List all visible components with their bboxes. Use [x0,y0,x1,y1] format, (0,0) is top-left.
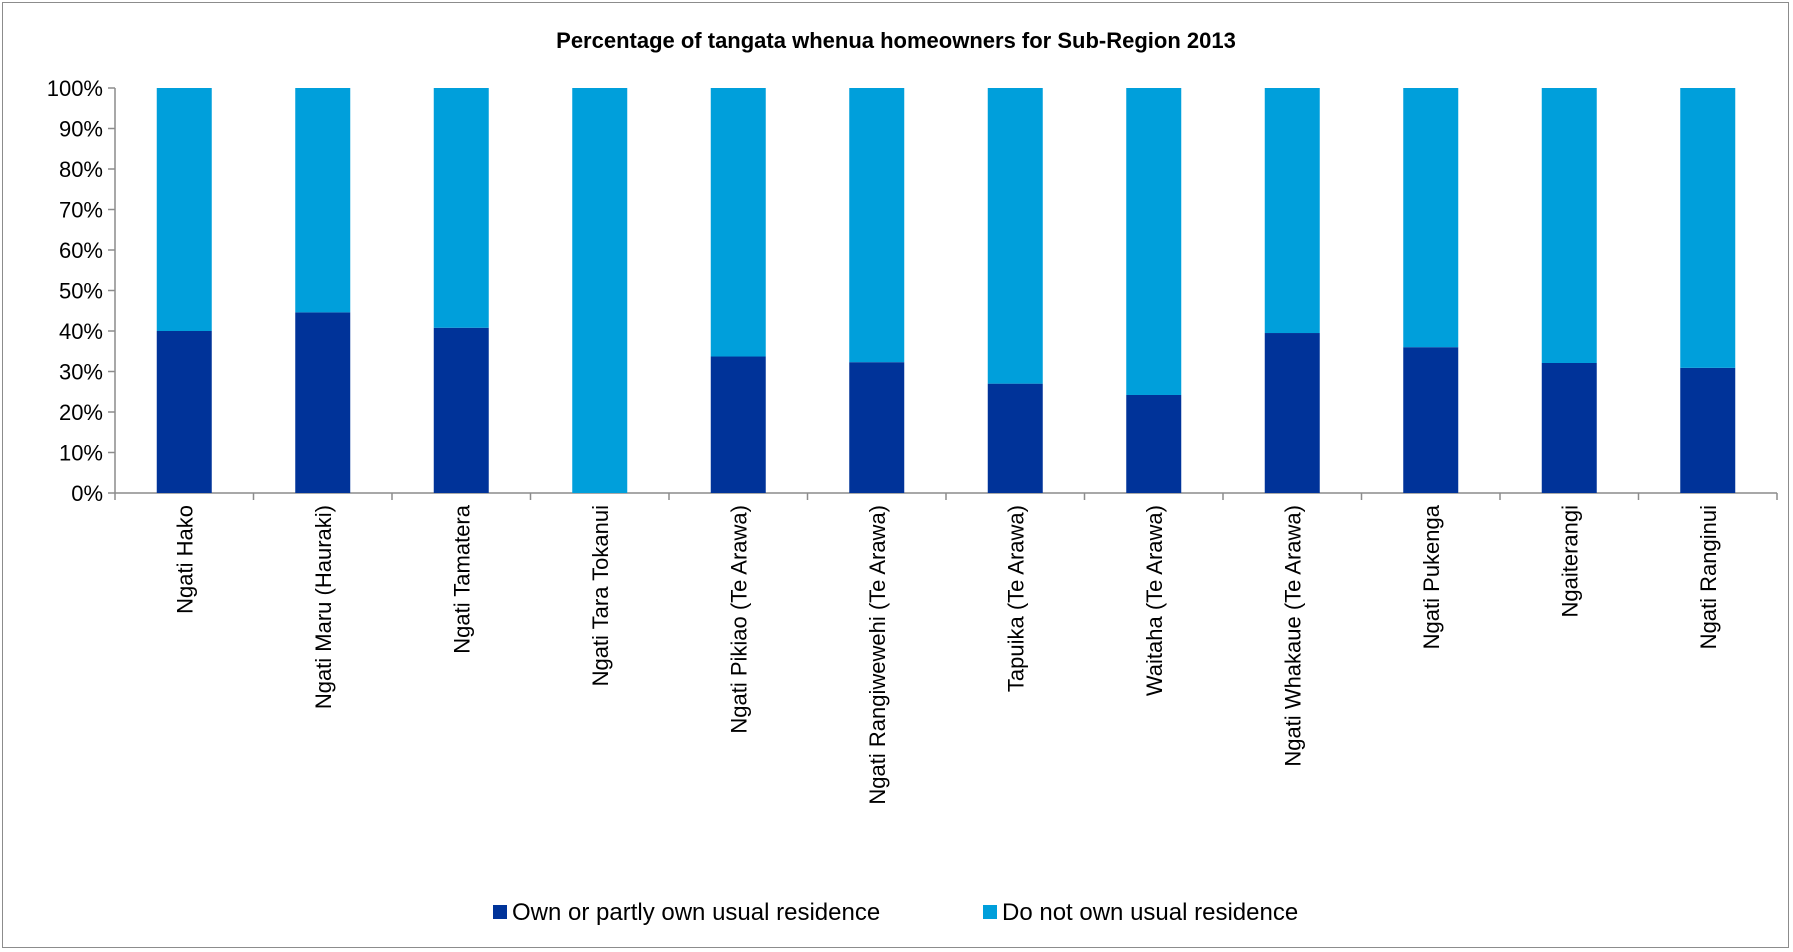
legend-label: Own or partly own usual residence [512,899,880,926]
bar-not-own [433,88,489,328]
x-category-label: Waitaha (Te Arawa) [1142,505,1167,696]
y-tick-label: 80% [59,157,103,182]
bar-not-own [295,88,351,313]
bar-own [1126,394,1182,493]
legend: Own or partly own usual residence Do not … [493,899,1298,926]
bar-own [433,327,489,493]
y-tick-label: 40% [59,319,103,344]
x-category-label: Ngati Ranginui [1696,505,1721,649]
bar-not-own [572,88,628,493]
bar-not-own [987,88,1043,384]
y-tick-label: 50% [59,279,103,304]
y-tick-label: 70% [59,198,103,223]
y-tick-label: 20% [59,400,103,425]
x-category-label: Ngati Tamatera [449,504,474,654]
x-axis [114,492,1778,500]
x-category-label: Ngati Hako [172,505,197,614]
bar-not-own [1680,88,1736,368]
bar-own [710,356,766,493]
bar-not-own [1403,88,1459,348]
bar-own [1541,362,1597,493]
legend-label: Do not own usual residence [1002,899,1298,926]
bar-own [156,331,212,493]
bar-not-own [156,88,212,331]
bar-not-own [849,88,905,363]
x-category-label: Ngati Maru (Hauraki) [311,505,336,709]
bar-own [1264,333,1320,493]
y-tick-label: 10% [59,441,103,466]
bar-own [987,383,1043,493]
bars [156,88,1736,493]
chart-title: Percentage of tangata whenua homeowners … [556,28,1236,53]
bar-not-own [1264,88,1320,334]
y-tick-label: 0% [71,481,103,506]
y-axis: 0% 10% 20% 30% 40% 50% 60% 70% 80% 90% 100% [47,76,116,506]
legend-swatch [493,905,507,919]
y-tick-label: 100% [47,76,103,101]
legend-swatch [983,905,997,919]
x-category-label: Tapuika (Te Arawa) [1003,505,1028,692]
bar-own [1680,367,1736,493]
x-category-label: Ngaiterangi [1557,505,1582,618]
bar-own [295,312,351,493]
x-category-label: Ngati Rangiwewehi (Te Arawa) [865,505,890,805]
bar-not-own [1126,88,1182,395]
category-labels: Ngati Hako Ngati Maru (Hauraki) Ngati Tama… [172,504,1721,804]
y-tick-label: 90% [59,117,103,142]
x-category-label: Ngati Tara Tokanui [588,505,613,686]
bar-not-own [710,88,766,357]
x-category-label: Ngati Pikiao (Te Arawa) [726,505,751,734]
bar-own [1403,347,1459,493]
bar-not-own [1541,88,1597,363]
x-category-label: Ngati Pukenga [1419,504,1444,649]
y-tick-label: 30% [59,360,103,385]
bar-own [849,362,905,493]
y-tick-label: 60% [59,238,103,263]
x-category-label: Ngati Whakaue (Te Arawa) [1280,505,1305,767]
